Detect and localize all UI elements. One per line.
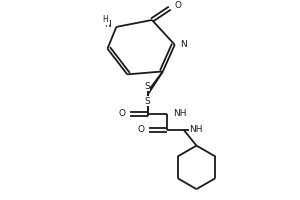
Text: S: S — [144, 97, 150, 106]
Text: NH: NH — [173, 109, 186, 118]
Text: O: O — [118, 109, 125, 118]
Text: S: S — [144, 82, 150, 91]
Text: O: O — [137, 125, 144, 134]
Text: N: N — [104, 20, 110, 29]
Text: H: H — [103, 15, 108, 24]
Text: O: O — [175, 1, 182, 10]
Text: NH: NH — [190, 125, 203, 134]
Text: N: N — [180, 40, 186, 49]
